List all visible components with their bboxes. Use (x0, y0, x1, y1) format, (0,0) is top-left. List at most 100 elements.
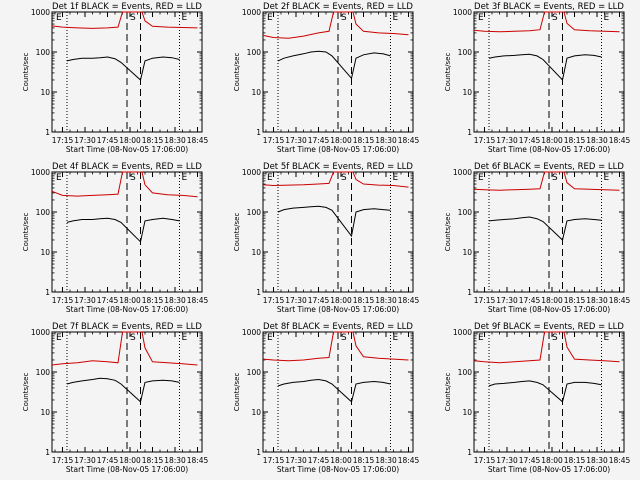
annotation-s: S (130, 173, 136, 183)
x-tick-label: 17:45 (308, 136, 330, 145)
y-tick-label: 10 (251, 248, 261, 257)
x-tick-label: 18:00 (119, 456, 141, 465)
annotation-s: S (130, 13, 136, 23)
y-tick-label: 1000 (242, 328, 261, 337)
y-tick-label: 1000 (31, 328, 50, 337)
x-axis-label: Start Time (08-Nov-05 17:06:00) (66, 145, 188, 154)
panel-title: Det 4f BLACK = Events, RED = LLD (52, 162, 202, 172)
y-axis-label: Counts/sec (22, 373, 30, 412)
detector-panel-2: Det 2f BLACK = Events, RED = LLD 1 10 100 10… (233, 2, 420, 154)
x-axis-label: Start Time (08-Nov-05 17:06:00) (488, 465, 610, 474)
x-axis-label: Start Time (08-Nov-05 17:06:00) (488, 305, 610, 314)
x-tick-label: 18:00 (330, 456, 352, 465)
x-tick-label: 17:30 (496, 296, 518, 305)
series-lld-line (473, 171, 620, 191)
y-tick-label: 1000 (453, 168, 472, 177)
y-tick-label: 100 (458, 368, 473, 377)
detector-panel-1: Det 1f BLACK = Events, RED = LLD 1 10 100 10… (22, 2, 209, 154)
y-axis-label: Counts/sec (22, 53, 30, 92)
x-tick-label: 18:45 (187, 136, 209, 145)
x-tick-label: 18:30 (375, 456, 397, 465)
y-tick-label: 100 (458, 48, 473, 57)
series-lld-line (51, 331, 198, 366)
annotation-s: S (130, 333, 136, 343)
y-tick-label: 1000 (31, 8, 50, 17)
series-lld-line (51, 11, 198, 29)
y-tick-label: 1 (467, 448, 472, 457)
annotation-e: E (393, 173, 399, 183)
panel-title: Det 3f BLACK = Events, RED = LLD (474, 2, 624, 12)
x-tick-label: 18:00 (330, 136, 352, 145)
y-axis-label: Counts/sec (22, 213, 30, 252)
y-tick-label: 10 (40, 248, 50, 257)
panel-title: Det 1f BLACK = Events, RED = LLD (52, 2, 202, 12)
x-tick-label: 18:15 (564, 296, 586, 305)
x-axis-label: Start Time (08-Nov-05 17:06:00) (488, 145, 610, 154)
x-tick-label: 18:30 (375, 296, 397, 305)
x-tick-label: 17:15 (474, 136, 496, 145)
series-lld-line (262, 331, 409, 362)
x-tick-label: 18:30 (164, 136, 186, 145)
annotation-e: E (478, 13, 484, 23)
annotation-e: E (182, 13, 188, 23)
x-axis-label: Start Time (08-Nov-05 17:06:00) (66, 465, 188, 474)
y-tick-label: 100 (247, 48, 262, 57)
y-tick-label: 10 (462, 408, 472, 417)
x-tick-label: 17:15 (52, 456, 74, 465)
annotation-e: E (478, 333, 484, 343)
annotation-s: S (552, 13, 558, 23)
x-tick-label: 18:00 (119, 296, 141, 305)
x-tick-label: 18:45 (609, 296, 631, 305)
series-events-line (66, 217, 180, 243)
y-tick-label: 10 (462, 88, 472, 97)
x-tick-label: 18:30 (586, 456, 608, 465)
x-tick-label: 17:15 (52, 296, 74, 305)
x-tick-label: 18:45 (187, 456, 209, 465)
annotation-e: E (267, 13, 273, 23)
y-tick-label: 1 (256, 288, 261, 297)
y-axis-label: Counts/sec (233, 53, 241, 92)
annotation-e: E (267, 173, 273, 183)
x-tick-label: 18:00 (541, 296, 563, 305)
annotation-s: S (341, 333, 347, 343)
annotation-e: E (604, 333, 610, 343)
x-tick-label: 17:45 (308, 296, 330, 305)
x-tick-label: 17:45 (308, 456, 330, 465)
x-tick-label: 18:30 (164, 456, 186, 465)
y-axis-label: Counts/sec (233, 373, 241, 412)
series-lld-line (262, 11, 409, 39)
x-tick-label: 18:30 (164, 296, 186, 305)
y-tick-label: 100 (36, 48, 51, 57)
detector-panel-5: Det 5f BLACK = Events, RED = LLD 1 10 100 10… (233, 162, 420, 314)
y-tick-label: 10 (251, 88, 261, 97)
x-tick-label: 17:30 (74, 456, 96, 465)
annotation-e: E (478, 173, 484, 183)
series-lld-line (473, 331, 620, 364)
y-tick-label: 100 (247, 368, 262, 377)
x-tick-label: 18:00 (119, 136, 141, 145)
y-tick-label: 100 (36, 368, 51, 377)
panel-title: Det 5f BLACK = Events, RED = LLD (263, 162, 413, 172)
detector-panel-8: Det 8f BLACK = Events, RED = LLD 1 10 100 10… (233, 322, 420, 474)
x-tick-label: 18:00 (330, 296, 352, 305)
x-tick-label: 18:45 (398, 296, 420, 305)
annotation-e: E (393, 333, 399, 343)
y-tick-label: 10 (462, 248, 472, 257)
y-tick-label: 10 (40, 408, 50, 417)
x-axis-label: Start Time (08-Nov-05 17:06:00) (277, 465, 399, 474)
x-tick-label: 18:30 (586, 296, 608, 305)
y-axis-label: Counts/sec (444, 53, 452, 92)
annotation-s: S (552, 333, 558, 343)
x-axis-label: Start Time (08-Nov-05 17:06:00) (277, 305, 399, 314)
series-events-line (488, 53, 602, 82)
detector-panel-9: Det 9f BLACK = Events, RED = LLD 1 10 100 10… (444, 322, 631, 474)
panel-title: Det 7f BLACK = Events, RED = LLD (52, 322, 202, 332)
x-tick-label: 17:45 (519, 136, 541, 145)
x-tick-label: 17:30 (285, 136, 307, 145)
x-tick-label: 18:15 (353, 296, 375, 305)
x-tick-label: 18:45 (398, 456, 420, 465)
series-events-line (488, 216, 602, 241)
y-axis-label: Counts/sec (444, 373, 452, 412)
x-tick-label: 18:15 (564, 456, 586, 465)
